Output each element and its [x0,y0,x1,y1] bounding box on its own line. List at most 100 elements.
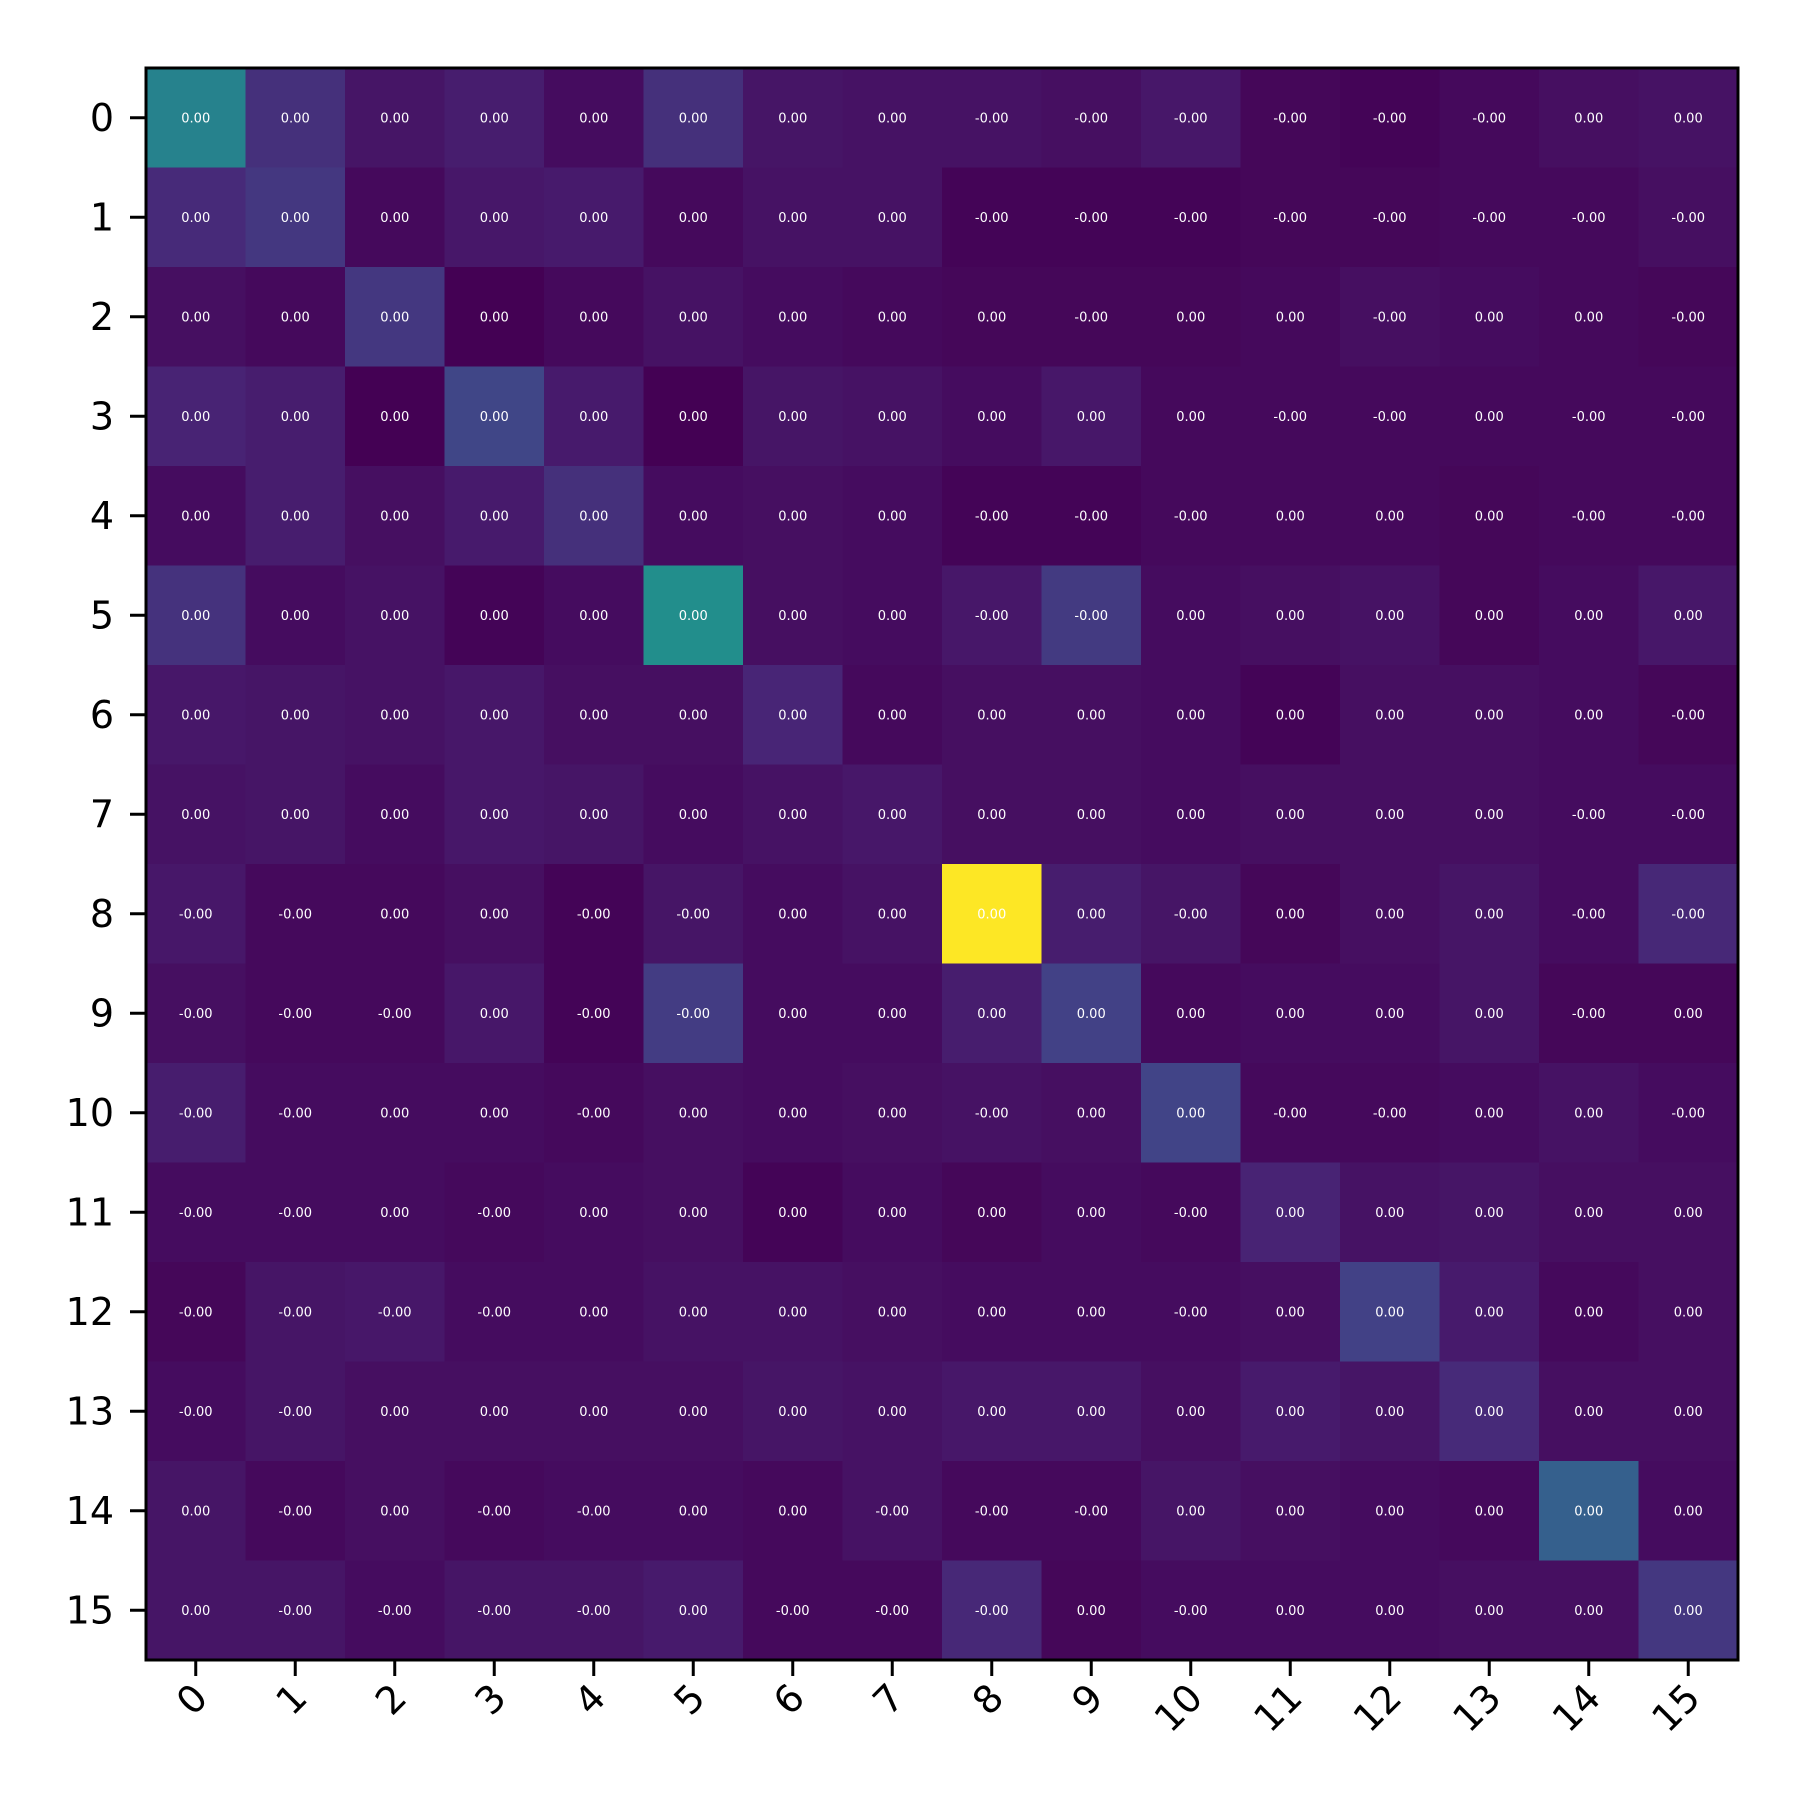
heatmap-cell-11-9 [1041,1162,1142,1263]
heatmap-cell-12-13 [1439,1262,1540,1363]
cell-value-label-13-14: 0.00 [1574,1405,1603,1420]
y-tick-label-1: 1 [90,195,114,239]
cell-value-label-14-3: -0.00 [477,1504,511,1519]
heatmap-cell-4-1 [245,466,346,567]
heatmap-cell-2-6 [743,267,844,368]
heatmap-cell-2-14 [1539,267,1640,368]
heatmap-cell-2-3 [444,267,545,368]
cell-value-label-0-8: -0.00 [975,111,1009,126]
heatmap-cell-14-15 [1638,1461,1739,1562]
heatmap-cell-9-8 [942,963,1043,1064]
cell-value-label-5-15: 0.00 [1674,609,1703,624]
heatmap-cell-13-12 [1340,1361,1441,1462]
cell-value-label-4-1: 0.00 [281,509,310,524]
heatmap-cell-10-5 [643,1063,744,1164]
cell-value-label-1-5: 0.00 [679,211,708,226]
heatmap-cell-2-0 [146,267,247,368]
cell-value-label-12-15: 0.00 [1674,1305,1703,1320]
heatmap-cell-9-4 [544,963,645,1064]
heatmap-cell-11-3 [444,1162,545,1263]
cell-value-label-11-14: 0.00 [1574,1206,1603,1221]
plot-frame [144,66,1740,1662]
cell-value-label-13-13: 0.00 [1475,1405,1504,1420]
cell-value-label-10-9: 0.00 [1077,1106,1106,1121]
heatmap-cell-4-10 [1141,466,1242,567]
heatmap-cell-3-5 [643,366,744,467]
cell-value-label-2-6: 0.00 [778,310,807,325]
cell-value-label-4-15: -0.00 [1671,509,1705,524]
cell-value-label-2-5: 0.00 [679,310,708,325]
heatmap-cell-15-6 [743,1560,844,1661]
heatmap-cell-12-10 [1141,1262,1242,1363]
x-tick-label-4: 4 [566,1675,614,1723]
heatmap-cell-12-0 [146,1262,247,1363]
heatmap-cell-13-10 [1141,1361,1242,1462]
heatmap-cell-13-1 [245,1361,346,1462]
heatmap-cell-7-9 [1041,764,1142,865]
cell-value-label-2-10: 0.00 [1176,310,1205,325]
cell-value-label-10-4: -0.00 [577,1106,611,1121]
heatmap-cell-13-5 [643,1361,744,1462]
heatmap-cell-0-7 [842,68,943,169]
x-tick-label-10: 10 [1146,1675,1211,1740]
heatmap-cell-1-9 [1041,167,1142,268]
cell-value-label-2-4: 0.00 [579,310,608,325]
cell-value-label-5-5: 0.00 [679,609,708,624]
heatmap-cell-3-4 [544,366,645,467]
cell-value-label-6-1: 0.00 [281,708,310,723]
cell-value-label-6-5: 0.00 [679,708,708,723]
heatmap-cell-13-7 [842,1361,943,1462]
heatmap-cell-6-11 [1240,665,1341,766]
heatmap-cell-15-5 [643,1560,744,1661]
heatmap-cell-4-3 [444,466,545,567]
heatmap-cell-11-0 [146,1162,247,1263]
cell-value-label-9-8: 0.00 [977,1007,1006,1022]
cell-value-label-11-5: 0.00 [679,1206,708,1221]
heatmap-cell-11-8 [942,1162,1043,1263]
cell-value-label-1-9: -0.00 [1074,211,1108,226]
heatmap-cell-9-5 [643,963,744,1064]
cell-value-label-4-11: 0.00 [1276,509,1305,524]
heatmap-cell-6-14 [1539,665,1640,766]
heatmap-cell-8-10 [1141,864,1242,965]
cell-value-label-8-3: 0.00 [480,907,509,922]
heatmap-cell-3-15 [1638,366,1739,467]
cell-value-label-1-14: -0.00 [1572,211,1606,226]
cell-value-label-11-8: 0.00 [977,1206,1006,1221]
heatmap-cell-15-12 [1340,1560,1441,1661]
heatmap-cell-7-13 [1439,764,1540,865]
heatmap-cell-7-0 [146,764,247,865]
cell-value-label-2-9: -0.00 [1074,310,1108,325]
heatmap-cell-7-10 [1141,764,1242,865]
cell-value-label-1-3: 0.00 [480,211,509,226]
heatmap-cell-1-8 [942,167,1043,268]
heatmap-cell-9-10 [1141,963,1242,1064]
cell-value-label-9-15: 0.00 [1674,1007,1703,1022]
heatmap-cell-8-2 [345,864,446,965]
cell-value-label-7-13: 0.00 [1475,808,1504,823]
heatmap-cell-14-13 [1439,1461,1540,1562]
heatmap-cell-9-13 [1439,963,1540,1064]
cell-value-label-4-10: -0.00 [1174,509,1208,524]
heatmap-cell-7-7 [842,764,943,865]
cell-value-label-11-0: -0.00 [179,1206,213,1221]
heatmap-cell-12-8 [942,1262,1043,1363]
heatmap-cell-9-11 [1240,963,1341,1064]
heatmap-cell-12-1 [245,1262,346,1363]
heatmap-cell-10-6 [743,1063,844,1164]
y-tick-label-13: 13 [66,1389,114,1433]
cell-value-label-1-0: 0.00 [181,211,210,226]
heatmap-cell-5-15 [1638,565,1739,666]
cell-value-label-2-7: 0.00 [878,310,907,325]
cell-value-label-3-14: -0.00 [1572,410,1606,425]
heatmap-cell-15-1 [245,1560,346,1661]
heatmap-cell-15-11 [1240,1560,1341,1661]
cell-value-label-5-12: 0.00 [1375,609,1404,624]
heatmap-cell-4-13 [1439,466,1540,567]
cell-value-label-5-14: 0.00 [1574,609,1603,624]
cell-value-label-11-9: 0.00 [1077,1206,1106,1221]
heatmap-cell-10-3 [444,1063,545,1164]
cell-value-label-3-12: -0.00 [1373,410,1407,425]
cell-value-label-3-1: 0.00 [281,410,310,425]
cell-value-label-1-10: -0.00 [1174,211,1208,226]
